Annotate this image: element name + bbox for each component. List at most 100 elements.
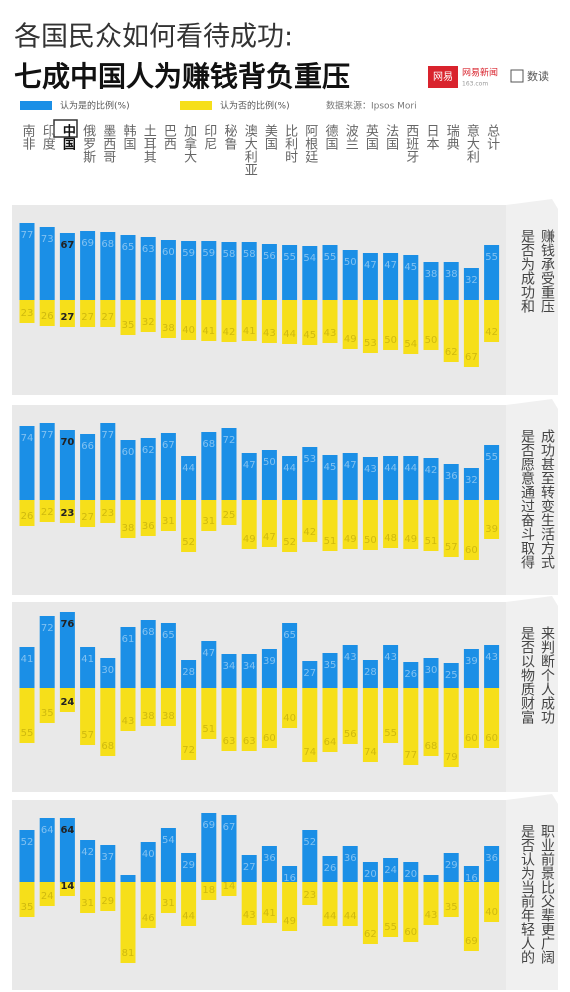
value-label: 41 [21, 654, 34, 665]
value-label: 24 [384, 865, 397, 876]
value-label: 72 [223, 435, 236, 446]
value-label: 29 [182, 860, 195, 871]
value-label: 44 [344, 911, 357, 922]
bar-no [80, 500, 96, 527]
value-label: 55 [485, 452, 498, 463]
bar-no [241, 300, 257, 341]
value-label: 41 [243, 326, 256, 337]
bar-no [463, 500, 479, 560]
bar-no [120, 882, 136, 963]
bar-yes [160, 240, 176, 300]
bar-yes [80, 647, 96, 688]
bar-yes [160, 623, 176, 688]
column-label: 印尼 [201, 124, 217, 150]
bar-yes [484, 445, 500, 500]
bar-no [423, 688, 439, 756]
bar-yes [362, 457, 378, 500]
bar-yes [120, 627, 136, 688]
bar-no [221, 882, 237, 896]
value-label: 39 [485, 524, 498, 535]
value-label: 64 [41, 825, 54, 836]
value-label: 26 [404, 669, 417, 680]
bar-yes [140, 620, 156, 688]
value-label: 79 [445, 752, 458, 763]
bar-no [181, 300, 197, 340]
bar-yes [463, 468, 479, 500]
value-label: 32 [465, 275, 478, 286]
column-label: 英国 [363, 124, 379, 150]
value-label: 14 [60, 881, 74, 892]
column-label: 俄罗斯 [80, 124, 96, 164]
bar-yes [362, 862, 378, 882]
legend-label: 认为是的比例(%) [60, 100, 130, 112]
bar-yes [423, 875, 439, 882]
bar-yes [443, 262, 459, 300]
column-label: 西班牙 [403, 124, 419, 163]
value-label: 51 [324, 536, 337, 547]
column-label: 瑞典 [444, 124, 460, 150]
bar-no [120, 688, 136, 731]
bar-no [241, 688, 257, 751]
value-label: 27 [303, 668, 316, 679]
bar-yes [59, 818, 75, 882]
bar-no [362, 688, 378, 762]
question: 是否愿意通过奋斗取得 [519, 429, 535, 569]
bar-no [221, 688, 237, 751]
bar-yes [160, 828, 176, 882]
bar-no [100, 500, 116, 523]
column-label: 中国 [60, 123, 76, 151]
value-label: 44 [182, 911, 195, 922]
bar-no [241, 500, 257, 549]
value-label: 43 [263, 328, 276, 339]
value-label: 76 [60, 619, 74, 630]
column-label: 澳大利亚 [242, 123, 258, 176]
value-label: 68 [101, 741, 114, 752]
bar-yes [484, 245, 500, 300]
bar-no [19, 688, 35, 743]
column-label: 波兰 [343, 124, 359, 150]
value-label: 38 [162, 323, 175, 334]
value-label: 22 [41, 507, 54, 518]
bar-yes [383, 645, 399, 688]
value-label: 49 [283, 916, 296, 927]
value-label: 72 [182, 745, 195, 756]
bar-yes [19, 647, 35, 688]
value-label: 81 [122, 948, 135, 959]
bar-no [362, 882, 378, 944]
value-label: 18 [202, 885, 215, 896]
bar-yes [383, 253, 399, 300]
bar-yes [322, 455, 338, 500]
value-label: 35 [21, 902, 34, 913]
value-label: 64 [324, 737, 337, 748]
value-label: 43 [344, 652, 357, 663]
value-label: 57 [81, 730, 94, 741]
legend-swatch [180, 101, 212, 110]
value-label: 43 [485, 652, 498, 663]
bar-no [443, 688, 459, 767]
bar-no [39, 688, 55, 723]
bar-no [383, 500, 399, 548]
bar-yes [100, 658, 116, 688]
bar-no [80, 882, 96, 913]
value-label: 60 [485, 733, 498, 744]
value-label: 38 [142, 711, 155, 722]
bar-no [241, 882, 257, 925]
bar-yes [140, 237, 156, 300]
bar-yes [19, 426, 35, 500]
bar-yes [120, 875, 136, 882]
value-label: 43 [243, 910, 256, 921]
bar-yes [322, 653, 338, 688]
bar-yes [362, 660, 378, 688]
value-label: 46 [142, 913, 155, 924]
value-label: 24 [60, 697, 74, 708]
bar-yes [342, 250, 358, 300]
value-label: 77 [101, 430, 114, 441]
value-label: 50 [384, 335, 397, 346]
value-label: 67 [60, 240, 74, 251]
value-label: 63 [223, 736, 236, 747]
value-label: 20 [404, 869, 417, 880]
value-label: 42 [425, 465, 438, 476]
bar-no [443, 500, 459, 557]
bar-yes [282, 623, 298, 688]
value-label: 34 [223, 661, 236, 672]
